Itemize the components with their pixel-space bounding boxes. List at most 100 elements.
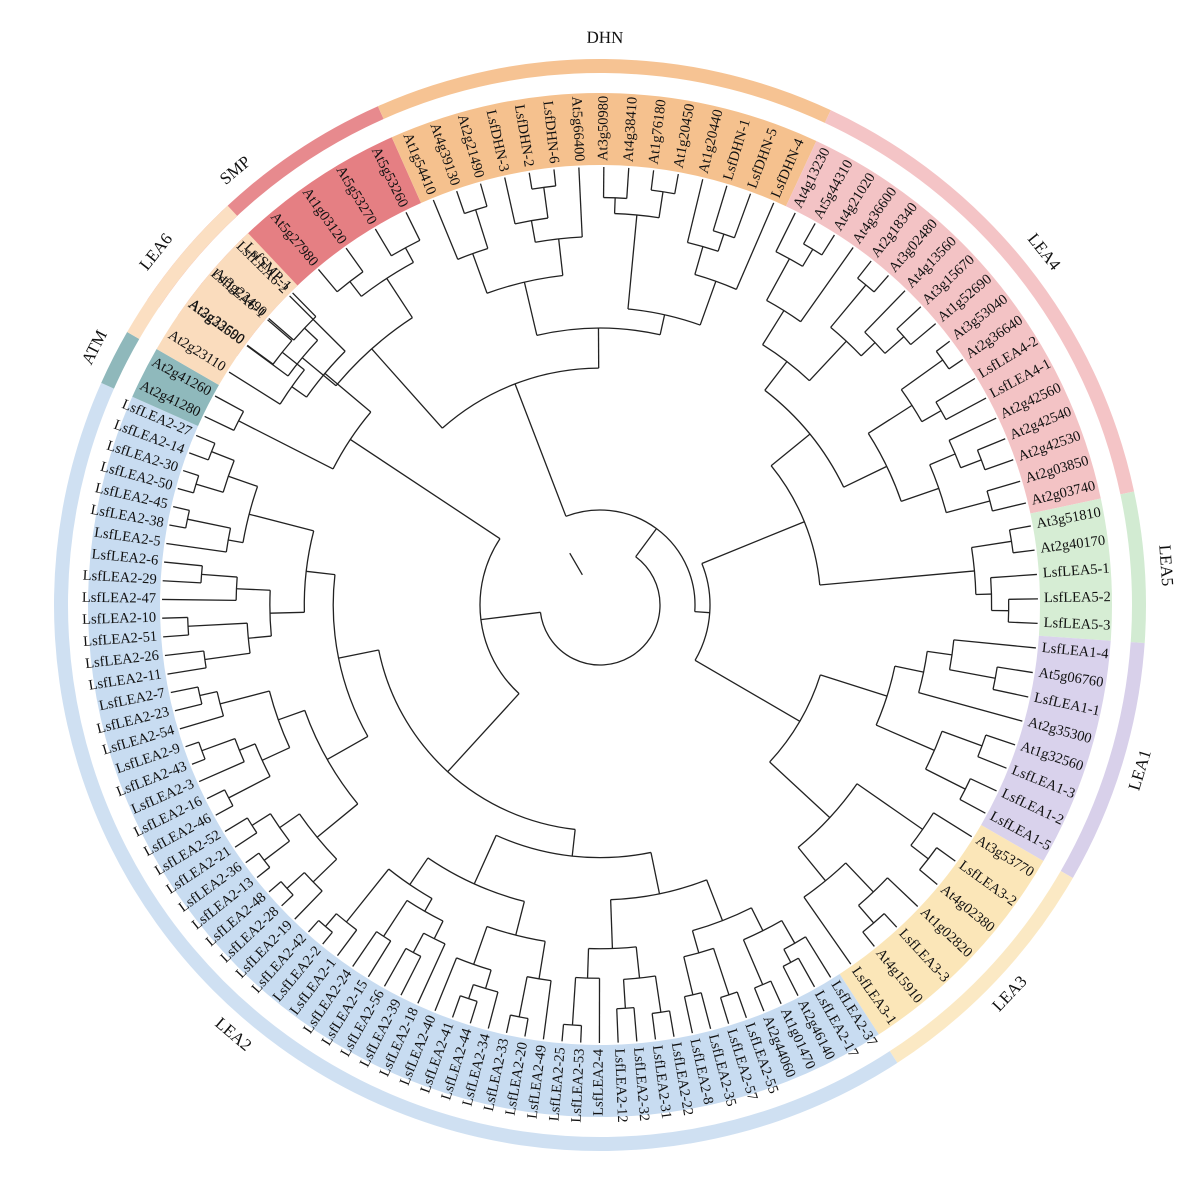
branch (650, 170, 655, 191)
branch (169, 524, 186, 529)
branch (349, 438, 501, 540)
leaf-label: LsfLEA1-4 (1041, 640, 1110, 663)
branch (163, 634, 189, 638)
branch-arc (910, 812, 935, 846)
branch-arc (391, 239, 421, 257)
group-ring-lea1 (1060, 642, 1145, 878)
branch-arc (303, 872, 323, 892)
branch (735, 202, 775, 290)
branch (206, 789, 225, 800)
branch (199, 691, 218, 697)
branch (845, 862, 874, 893)
branch (367, 940, 392, 978)
branch-arc (762, 344, 810, 382)
branch (400, 956, 422, 996)
leaf-label: LsfLEA2-29 (82, 568, 157, 588)
branch (936, 847, 956, 862)
branch-arc (935, 350, 950, 370)
branch (819, 570, 975, 586)
branch (279, 813, 300, 829)
branch (245, 852, 260, 864)
leaf-label: LsfLEA5-3 (1043, 615, 1110, 634)
branch (706, 879, 724, 921)
branch (404, 247, 414, 263)
leaf-label: At3g50980 (595, 96, 612, 161)
branch-arc (318, 920, 333, 933)
branch (694, 610, 710, 614)
branch (860, 342, 876, 357)
branch (750, 907, 764, 932)
group-label-dhn: DHN (586, 28, 623, 47)
group-ring-lea6 (127, 205, 238, 339)
branch (473, 835, 497, 885)
leaf-band-lea4 (785, 140, 1101, 514)
branch (701, 521, 805, 565)
branch-arc (875, 666, 896, 726)
branch (469, 1001, 478, 1024)
branch (236, 588, 271, 591)
branch (753, 987, 765, 1012)
branch (248, 635, 272, 639)
branch (984, 459, 1014, 471)
branch (246, 344, 274, 365)
branch (626, 167, 630, 199)
branch (802, 223, 816, 245)
branch (571, 829, 576, 857)
leaf-label: LsfLEA2-4 (591, 1048, 607, 1116)
branch (1009, 525, 1031, 531)
branch (480, 611, 541, 621)
branch (970, 778, 997, 792)
group-ring (53, 58, 1146, 1152)
branch (514, 383, 567, 517)
branch (627, 214, 638, 310)
branch (935, 340, 951, 352)
branch-arc (254, 743, 271, 777)
branch (248, 513, 314, 532)
branch (686, 179, 704, 243)
branch (820, 674, 888, 697)
branch (162, 616, 188, 619)
branch (883, 913, 898, 928)
branch (783, 949, 792, 963)
branch (523, 281, 538, 336)
branch (434, 957, 458, 1011)
branch (281, 894, 294, 907)
branch (479, 183, 488, 207)
group-label-lea5: LEA5 (1155, 544, 1177, 587)
branch-arc (486, 274, 563, 294)
branch (921, 410, 942, 423)
branch-arc (304, 710, 359, 805)
branch (609, 899, 614, 949)
branch (487, 991, 499, 1029)
branch (164, 650, 204, 657)
leaf-label: LsfLEA2-53 (569, 1048, 588, 1123)
branch (668, 1010, 675, 1037)
leaf-label: LsfLEA2-51 (83, 629, 158, 650)
leaf-band-lea2 (87, 396, 879, 1117)
branch (613, 197, 616, 214)
branch-arc (535, 236, 583, 243)
branch (659, 314, 666, 335)
branch (162, 598, 237, 602)
branch-arc (864, 331, 886, 354)
branch (189, 452, 209, 461)
branch (935, 377, 976, 403)
branch (910, 844, 929, 860)
branch (945, 397, 987, 421)
branch (797, 846, 826, 882)
branch-arc (279, 369, 305, 405)
leaf-band-dhn (391, 93, 817, 207)
branch (900, 359, 944, 391)
leaf-band-atm (132, 349, 219, 427)
branch (586, 948, 590, 979)
branch (187, 622, 248, 627)
branch (345, 868, 390, 923)
leaf-label: LsfLEA2-25 (546, 1047, 568, 1122)
branch (317, 269, 338, 293)
branch (699, 281, 717, 326)
branch (654, 975, 662, 1013)
branch-arc (536, 327, 661, 337)
branch (977, 438, 1006, 451)
branch (960, 459, 982, 469)
branch (326, 735, 369, 761)
